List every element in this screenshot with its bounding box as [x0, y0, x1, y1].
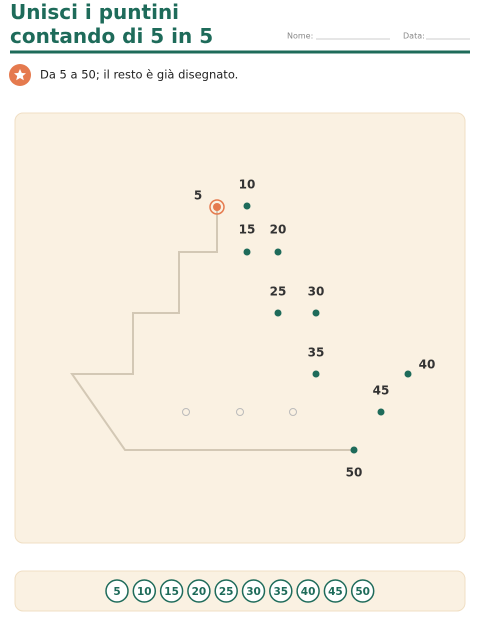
date-label: Data: — [403, 32, 425, 41]
bank-number: 25 — [219, 586, 234, 598]
dot-label: 5 — [194, 189, 202, 203]
bank-circle — [187, 579, 211, 603]
bank-circle — [214, 579, 238, 603]
bank-number: 10 — [137, 586, 152, 598]
instruction: Da 5 a 50; il resto è già disegnato. — [40, 68, 238, 82]
puzzle-panel — [14, 112, 466, 544]
dot-label: 20 — [270, 223, 287, 237]
porthole — [236, 408, 244, 416]
dot — [213, 203, 221, 211]
porthole — [289, 408, 297, 416]
dot-label: 30 — [308, 285, 325, 299]
bank-circle — [132, 579, 157, 603]
start-ring — [209, 199, 225, 215]
dots: 5 10 15 20 25 30 35 40 45 50 — [194, 178, 436, 480]
dot-label: 50 — [346, 466, 363, 480]
bank-circle — [269, 579, 293, 603]
dot — [274, 309, 282, 317]
bank-circle — [296, 579, 320, 603]
bank-circle — [105, 579, 129, 603]
dot-label: 15 — [239, 223, 256, 237]
dot — [377, 408, 385, 416]
porthole — [182, 408, 190, 416]
dot-label: 35 — [308, 346, 325, 360]
bank-number: 40 — [301, 586, 316, 598]
bank-items: 5 10 15 20 25 30 35 40 45 50 — [105, 579, 375, 603]
dot — [274, 248, 282, 256]
bank-circle — [323, 579, 348, 603]
number-bank — [14, 570, 466, 612]
dot — [312, 309, 320, 317]
dot — [350, 446, 358, 454]
bank-number: 5 — [113, 586, 120, 598]
bank-number: 20 — [192, 586, 207, 598]
bank-number: 15 — [164, 586, 179, 598]
bank-circle — [350, 579, 375, 603]
dot — [404, 370, 412, 378]
dot — [312, 370, 320, 378]
bank-circle — [241, 579, 266, 603]
name-label: Nome: — [287, 32, 313, 41]
title: Unisci i puntini contando di 5 in 5 — [10, 0, 214, 48]
dot-label: 10 — [239, 178, 256, 192]
dot-label: 25 — [270, 285, 287, 299]
dot — [243, 248, 251, 256]
drawn-outline — [70, 207, 354, 451]
star-icon — [14, 69, 26, 81]
dot — [243, 202, 251, 210]
bank-number: 35 — [273, 586, 288, 598]
bank-circle — [159, 579, 184, 603]
dot-label: 40 — [419, 358, 436, 372]
bank-number: 50 — [355, 586, 370, 598]
dot-label: 45 — [373, 384, 390, 398]
bank-number: 45 — [328, 586, 343, 598]
bank-number: 30 — [246, 586, 261, 598]
